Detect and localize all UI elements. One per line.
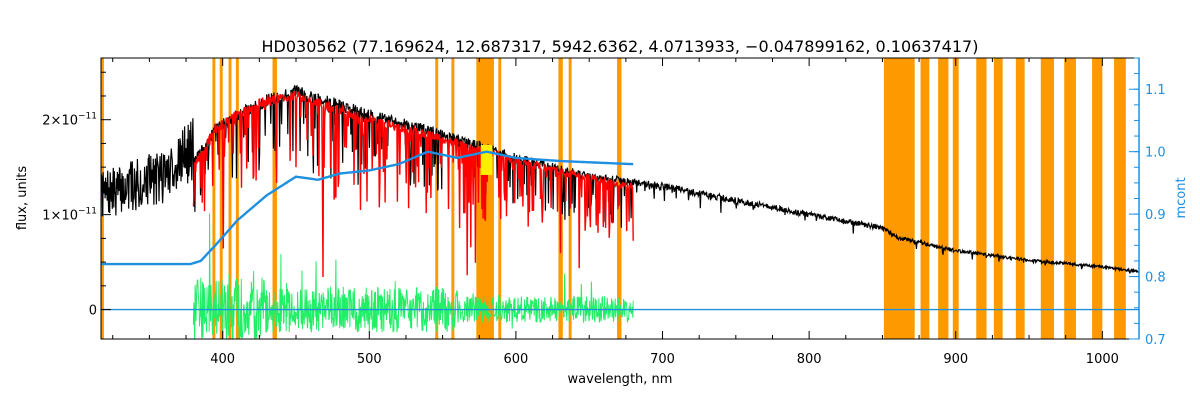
masked-region-22 [1092, 58, 1103, 339]
residual-series [192, 213, 634, 339]
masked-region-9 [498, 58, 502, 339]
masked-region-19 [1015, 58, 1025, 339]
x-tick-label: 500 [357, 352, 382, 367]
y2-axis-label: mcont [1174, 177, 1189, 218]
masked-region-17 [976, 58, 987, 339]
x-tick-label: 800 [797, 352, 822, 367]
mcont-line [101, 150, 634, 266]
observed-spectrum-line [101, 84, 1139, 274]
masked-region-6 [435, 58, 439, 339]
masked-region-16 [952, 58, 959, 339]
masked-region-18 [993, 58, 1003, 339]
x-tick-label: 400 [210, 352, 235, 367]
chart-title: HD030562 (77.169624, 12.687317, 5942.636… [262, 37, 979, 56]
y-axis-right: 0.7 0.8 0.9 1.0 1.1 [1129, 57, 1166, 348]
model-spectrum-line [192, 90, 634, 278]
masked-region-4 [235, 58, 239, 339]
x-tick-label: 700 [650, 352, 675, 367]
masked-region-20 [1040, 58, 1054, 339]
masked-region-2 [219, 58, 223, 339]
x-axis-label: wavelength, nm [568, 372, 673, 387]
observed-spectrum [101, 84, 1139, 274]
masked-region-5 [272, 58, 277, 339]
y-axis-left: 0 1×10−11 2×10−11 [42, 71, 111, 319]
plot-area [101, 58, 1139, 339]
masked-region-7 [451, 58, 455, 339]
masked-region-21 [1064, 58, 1076, 339]
x-axis: 400 500 600 700 800 900 1000 [112, 58, 1140, 367]
masked-region-15 [938, 58, 949, 339]
residual-line [192, 213, 634, 339]
x-tick-label: 900 [943, 352, 968, 367]
masked-region-1 [212, 58, 216, 339]
y2-tick-label: 0.8 [1145, 271, 1166, 286]
masked-region-14 [920, 58, 930, 339]
y-axis-label: flux, units [15, 166, 30, 231]
model-spectrum [192, 90, 634, 278]
masked-region-23 [1114, 58, 1126, 339]
highlight-region [480, 144, 493, 175]
y-tick-label: 2×10−11 [42, 112, 97, 129]
y2-tick-label: 0.7 [1145, 333, 1166, 348]
y-tick-label: 0 [89, 304, 97, 319]
highlight-regions [480, 144, 493, 175]
mcont-curve [101, 150, 1139, 311]
x-tick-label: 600 [503, 352, 528, 367]
x-tick-label: 1000 [1086, 352, 1119, 367]
y2-tick-label: 0.9 [1145, 208, 1166, 223]
y2-tick-label: 1.1 [1145, 83, 1166, 98]
masked-region-13 [883, 58, 915, 339]
y-tick-label: 1×10−11 [42, 207, 97, 224]
y2-tick-label: 1.0 [1145, 146, 1166, 161]
masked-region-3 [228, 58, 232, 339]
